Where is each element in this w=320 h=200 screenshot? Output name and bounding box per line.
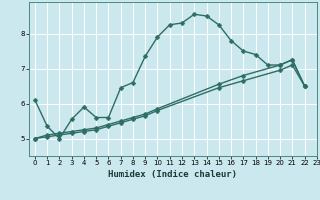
X-axis label: Humidex (Indice chaleur): Humidex (Indice chaleur) <box>108 170 237 179</box>
